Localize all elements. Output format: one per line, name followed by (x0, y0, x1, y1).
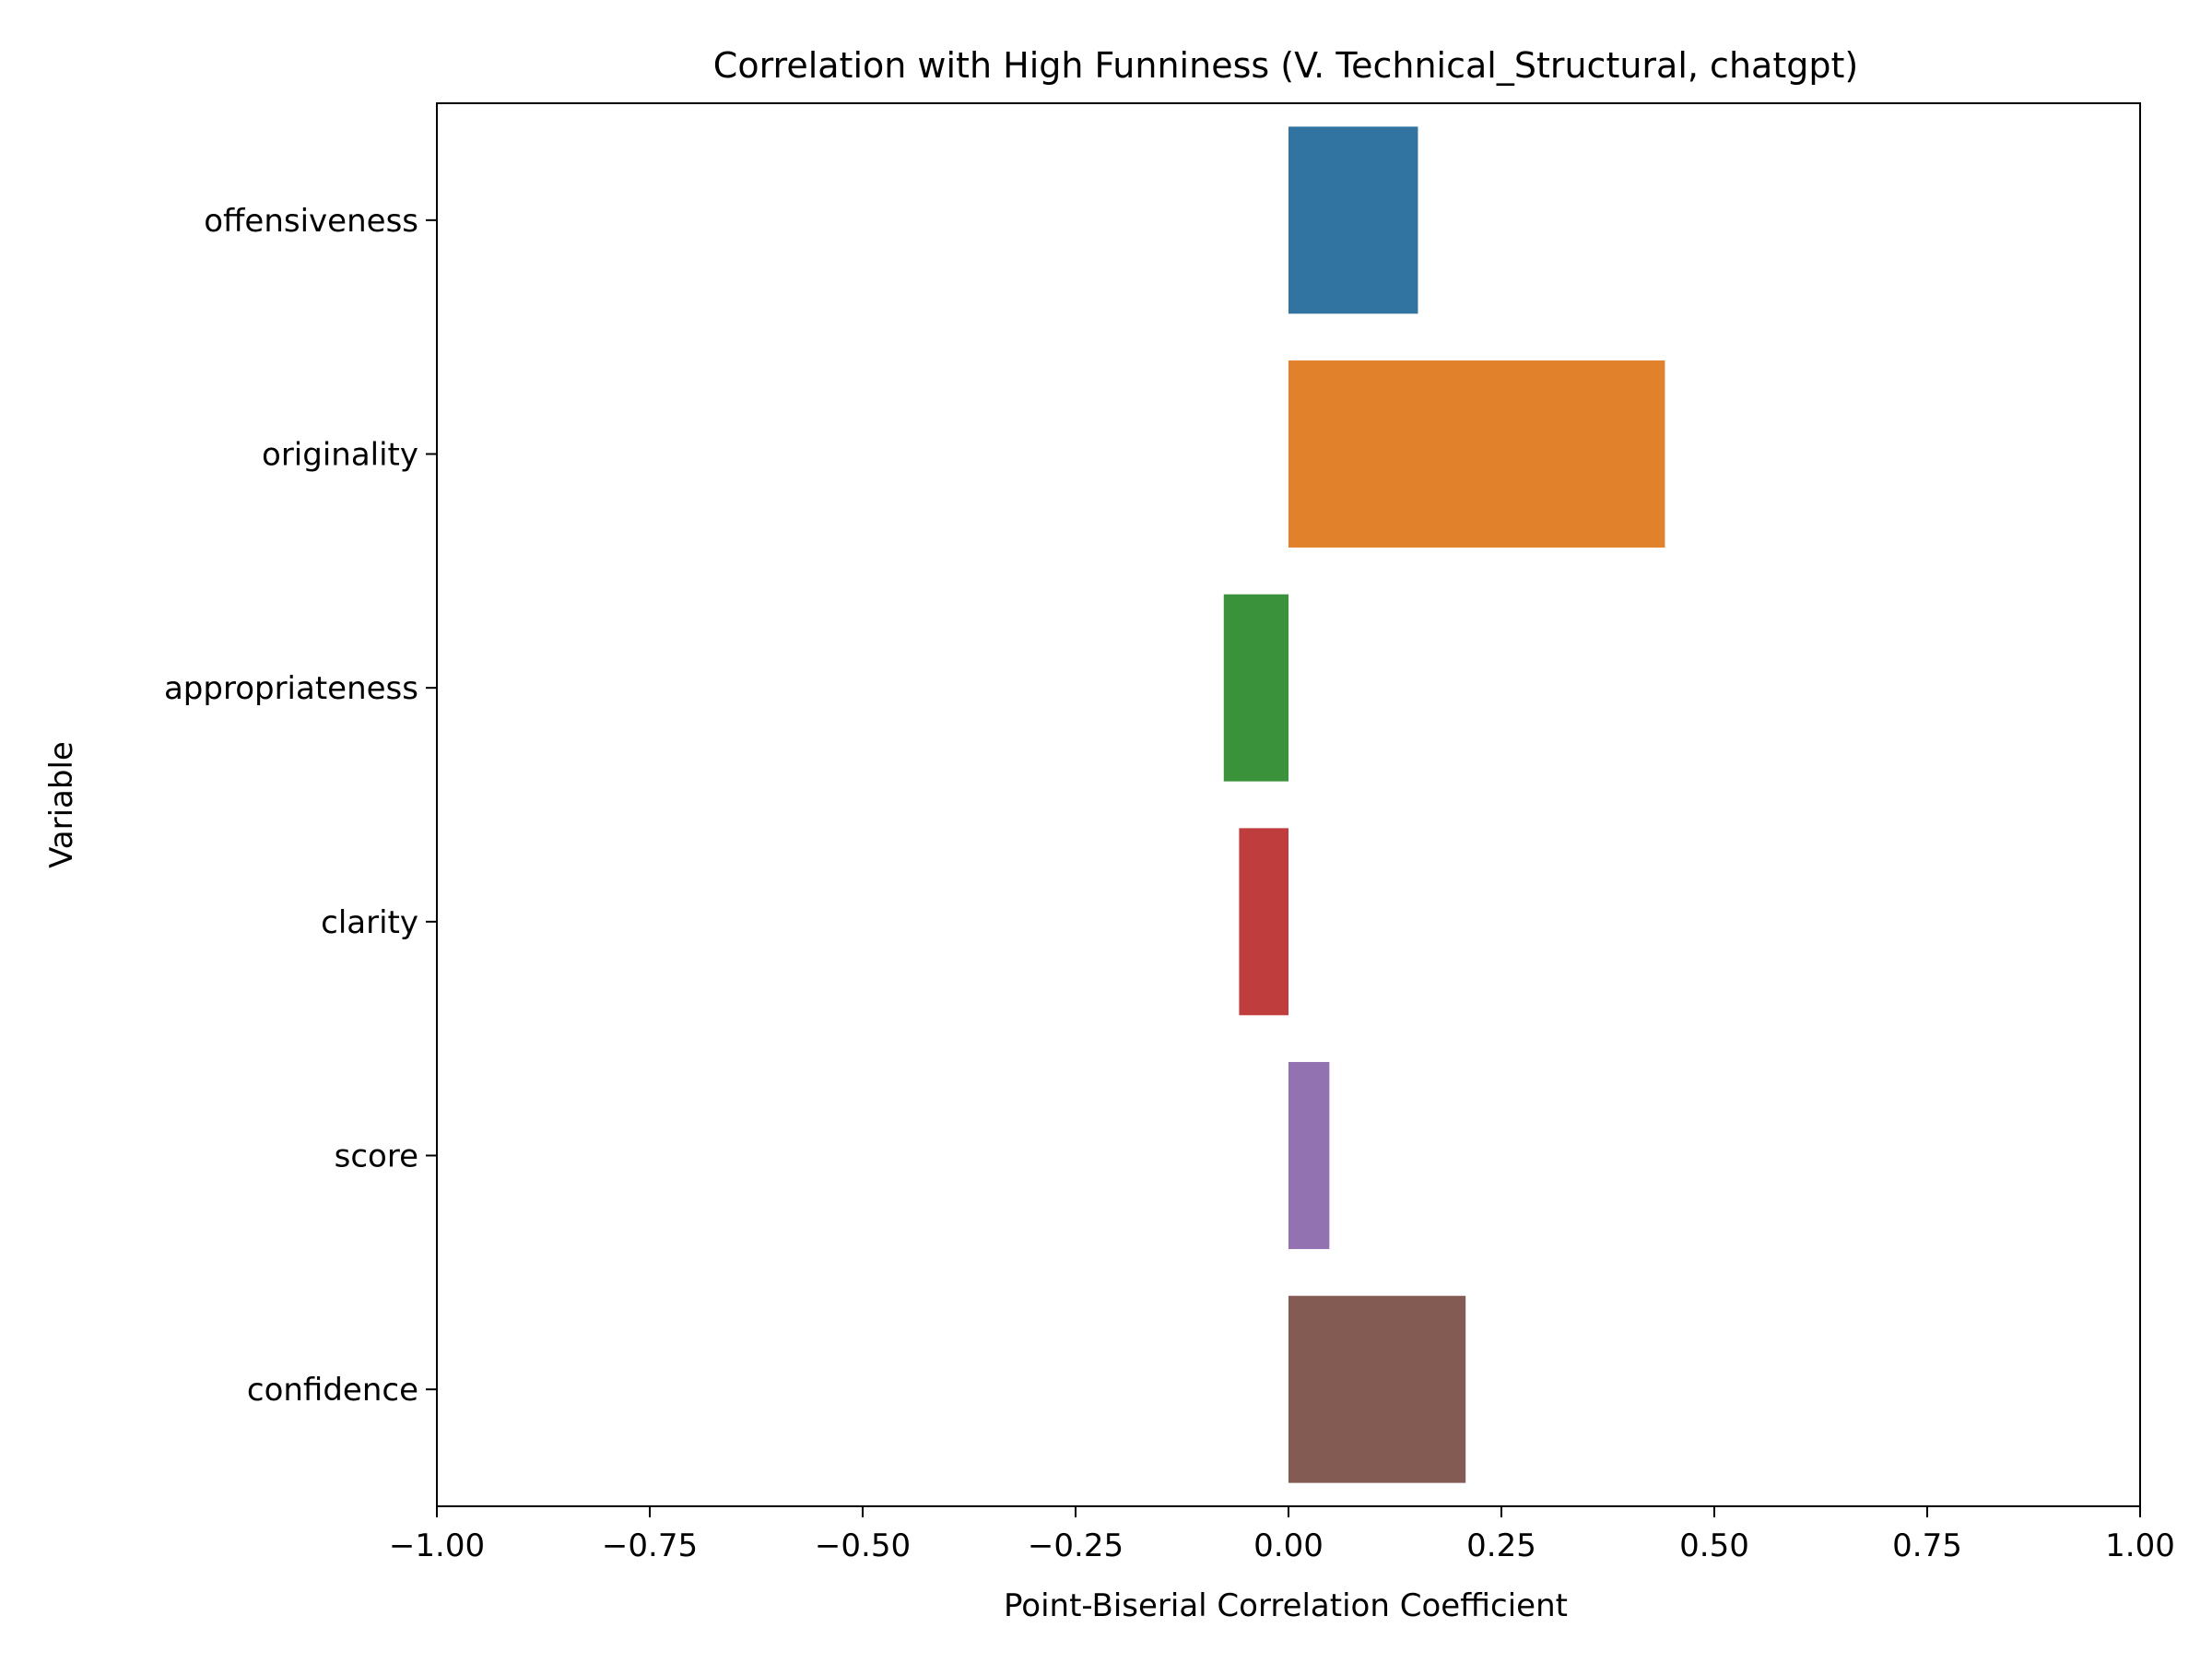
x-tick-label-4: 0.00 (1253, 1527, 1324, 1564)
y-tick-label-confidence: confidence (247, 1372, 418, 1409)
x-tick-label-3: −0.25 (1028, 1527, 1124, 1564)
bar-score (1288, 1062, 1330, 1249)
chart-title: Correlation with High Funniness (V. Tech… (713, 45, 1858, 86)
bar-appropriateness (1223, 594, 1288, 782)
bar-clarity (1239, 828, 1288, 1016)
x-axis-label: Point-Biserial Correlation Coefficient (1004, 1587, 1568, 1624)
x-tick-label-7: 0.75 (1892, 1527, 1962, 1564)
x-tick-label-8: 1.00 (2105, 1527, 2175, 1564)
y-tick-label-score: score (335, 1138, 418, 1175)
x-tick-label-6: 0.50 (1679, 1527, 1749, 1564)
bar-originality (1288, 360, 1665, 548)
y-tick-label-offensiveness: offensiveness (204, 203, 418, 240)
x-tick-label-1: −0.75 (602, 1527, 698, 1564)
y-axis-label: Variable (43, 741, 80, 868)
bars-layer (1223, 126, 1665, 1483)
plot-frame (436, 102, 2141, 1507)
y-tick-label-clarity: clarity (321, 904, 418, 941)
x-tick-label-0: −1.00 (389, 1527, 485, 1564)
x-tick-label-5: 0.25 (1466, 1527, 1536, 1564)
bar-confidence (1288, 1295, 1466, 1483)
x-axis-ticks: −1.00 −0.75 −0.50 −0.25 0.00 0.25 0.50 0.75 1.00 (389, 1506, 2175, 1564)
x-tick-label-2: −0.50 (815, 1527, 911, 1564)
y-tick-label-appropriateness: appropriateness (164, 670, 418, 707)
y-axis-ticks: offensiveness originality appropriateness c… (164, 203, 437, 1409)
bar-offensiveness (1288, 126, 1418, 314)
y-tick-label-originality: originality (262, 437, 418, 474)
